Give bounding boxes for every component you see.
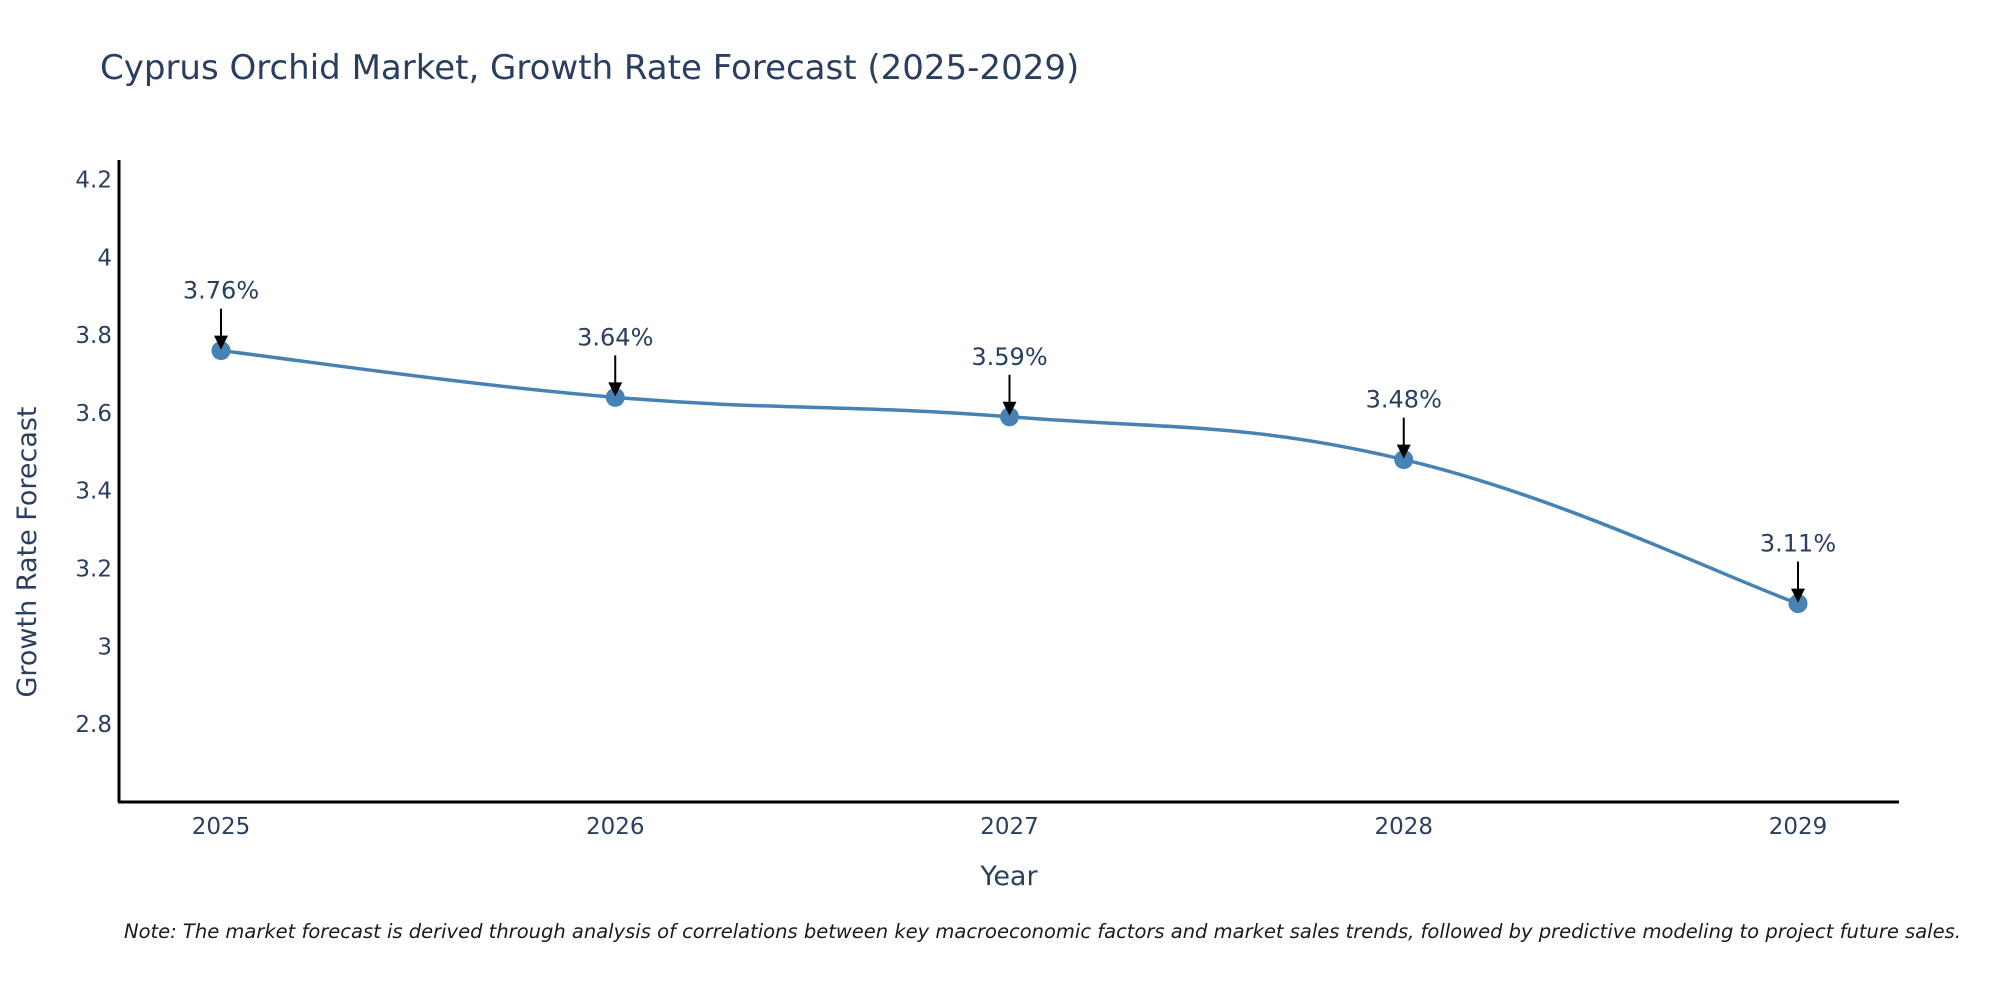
footnote: Note: The market forecast is derived thr… bbox=[124, 920, 1961, 943]
data-point bbox=[1394, 450, 1414, 470]
x-tick-label: 2027 bbox=[980, 814, 1039, 840]
data-point bbox=[1788, 594, 1808, 614]
chart-title: Cyprus Orchid Market, Growth Rate Foreca… bbox=[100, 48, 1079, 88]
y-tick-label: 4 bbox=[97, 245, 112, 271]
x-axis-ticks: 2025 2026 2027 2028 2029 bbox=[192, 814, 1828, 840]
y-axis-ticks: 2.8 3 3.2 3.4 3.6 3.8 4 4.2 bbox=[75, 167, 112, 738]
data-point bbox=[211, 341, 231, 361]
y-tick-label: 2.8 bbox=[75, 712, 112, 738]
y-tick-label: 3.2 bbox=[75, 557, 112, 583]
annotation-arrowhead bbox=[1002, 401, 1017, 416]
data-markers bbox=[211, 341, 1808, 614]
data-point bbox=[605, 387, 625, 407]
data-label: 3.64% bbox=[577, 323, 653, 351]
annotation-arrowhead bbox=[608, 382, 623, 397]
y-tick-label: 3 bbox=[97, 634, 112, 660]
x-tick-label: 2026 bbox=[586, 814, 645, 840]
data-label: 3.11% bbox=[1760, 530, 1836, 558]
y-axis-title: Growth Rate Forecast bbox=[12, 406, 43, 697]
y-tick-label: 3.8 bbox=[75, 323, 112, 349]
data-label: 3.59% bbox=[971, 343, 1047, 371]
annotation-arrowhead bbox=[1396, 444, 1411, 459]
x-tick-label: 2025 bbox=[192, 814, 251, 840]
x-tick-label: 2029 bbox=[1769, 814, 1828, 840]
data-label: 3.76% bbox=[183, 277, 259, 305]
y-tick-label: 3.6 bbox=[75, 401, 112, 427]
x-tick-label: 2028 bbox=[1374, 814, 1433, 840]
annotation-arrowhead bbox=[1791, 588, 1805, 603]
annotation-arrowhead bbox=[214, 335, 228, 350]
data-label: 3.48% bbox=[1366, 386, 1442, 414]
y-tick-label: 3.4 bbox=[75, 479, 112, 505]
data-point bbox=[1000, 407, 1019, 427]
y-tick-label: 4.2 bbox=[75, 167, 112, 193]
x-axis-title: Year bbox=[979, 861, 1038, 892]
data-annotations: 3.76% 3.64% 3.59% 3.48% 3.11% bbox=[183, 277, 1836, 603]
